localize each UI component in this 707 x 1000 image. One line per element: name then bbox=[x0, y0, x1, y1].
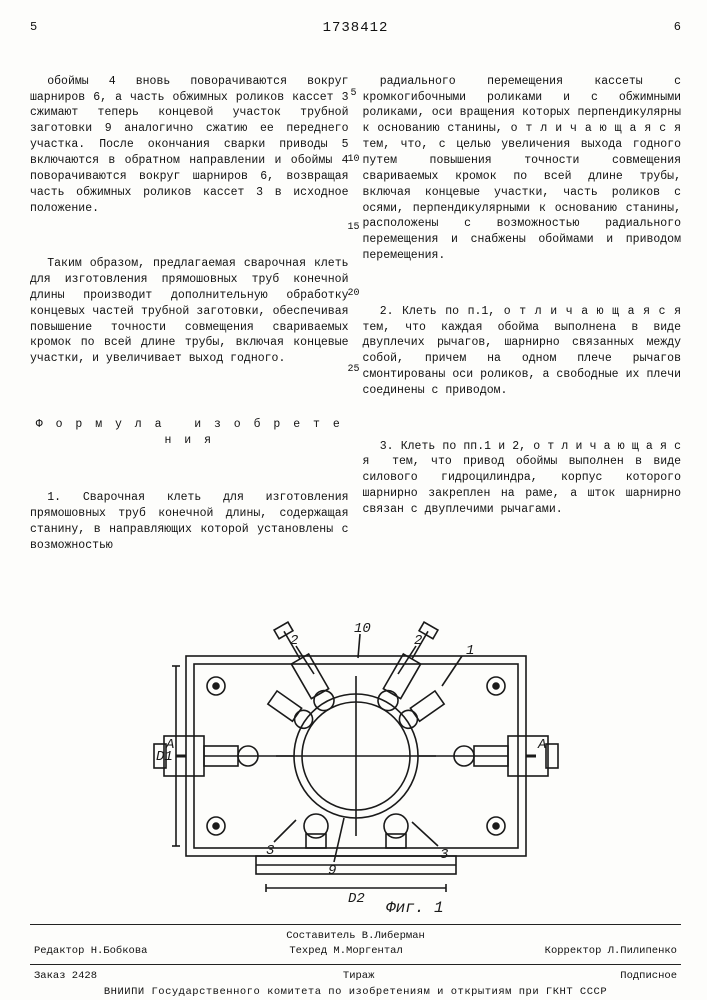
figure-1: 2 2 1 10 3 3 9 D1 D2 A A Фиг. 1 bbox=[30, 606, 681, 916]
callout-9: 9 bbox=[328, 863, 336, 879]
claim-paragraph: 2. Клеть по п.1, о т л и ч а ю щ а я с я… bbox=[363, 304, 682, 399]
line-number: 10 bbox=[347, 154, 359, 165]
body-paragraph: Таким образом, предлагаемая сварочная кл… bbox=[30, 256, 349, 367]
imprint-footer: Составитель В.Либерман Редактор Н.Бобков… bbox=[30, 924, 681, 1000]
org-line: ВНИИПИ Государственного комитета по изоб… bbox=[30, 985, 681, 1000]
text-columns: обоймы 4 вновь поворачиваются вокруг шар… bbox=[30, 42, 681, 594]
order-number: Заказ 2428 bbox=[34, 969, 97, 985]
corrector: Корректор Л.Пилипенко bbox=[545, 944, 677, 960]
line-number: 5 bbox=[350, 88, 356, 99]
body-paragraph: обоймы 4 вновь поворачиваются вокруг шар… bbox=[30, 74, 349, 217]
callout-2: 2 bbox=[414, 633, 422, 649]
subscription: Подписное bbox=[620, 969, 677, 985]
document-number: 1738412 bbox=[323, 20, 389, 36]
callout-3: 3 bbox=[266, 843, 274, 859]
compiler-line: Составитель В.Либерман bbox=[30, 929, 681, 945]
right-column-number: 6 bbox=[388, 20, 681, 36]
callout-1: 1 bbox=[466, 643, 474, 659]
line-number: 20 bbox=[347, 288, 359, 299]
section-a: A bbox=[165, 737, 174, 753]
body-paragraph: радиального перемещения кассеты с кромко… bbox=[363, 74, 682, 264]
claim-paragraph: 3. Клеть по пп.1 и 2, о т л и ч а ю щ а … bbox=[363, 439, 682, 518]
figure-caption: Фиг. 1 bbox=[386, 899, 444, 916]
claim-paragraph: 1. Сварочная клеть для изготовления прям… bbox=[30, 490, 349, 553]
page: 5 1738412 6 5 10 15 20 25 обоймы 4 вновь… bbox=[0, 0, 707, 1000]
line-number: 15 bbox=[347, 222, 359, 233]
editor: Редактор Н.Бобкова bbox=[34, 944, 147, 960]
callout-2: 2 bbox=[290, 633, 298, 649]
techred: Техред М.Моргентал bbox=[289, 944, 402, 960]
figure-svg: 2 2 1 10 3 3 9 D1 D2 A A Фиг. 1 bbox=[146, 606, 566, 916]
callout-10: 10 bbox=[354, 621, 371, 637]
left-column: обоймы 4 вновь поворачиваются вокруг шар… bbox=[30, 42, 349, 594]
left-column-number: 5 bbox=[30, 20, 323, 36]
callout-3: 3 bbox=[440, 847, 448, 863]
section-a: A bbox=[537, 737, 546, 753]
claims-heading: Ф о р м у л а и з о б р е т е н и я bbox=[30, 417, 349, 449]
right-column: радиального перемещения кассеты с кромко… bbox=[363, 42, 682, 594]
dim-d2: D2 bbox=[348, 891, 365, 907]
tirazh: Тираж bbox=[343, 969, 375, 985]
line-number: 25 bbox=[347, 364, 359, 375]
header: 5 1738412 6 bbox=[30, 20, 681, 36]
